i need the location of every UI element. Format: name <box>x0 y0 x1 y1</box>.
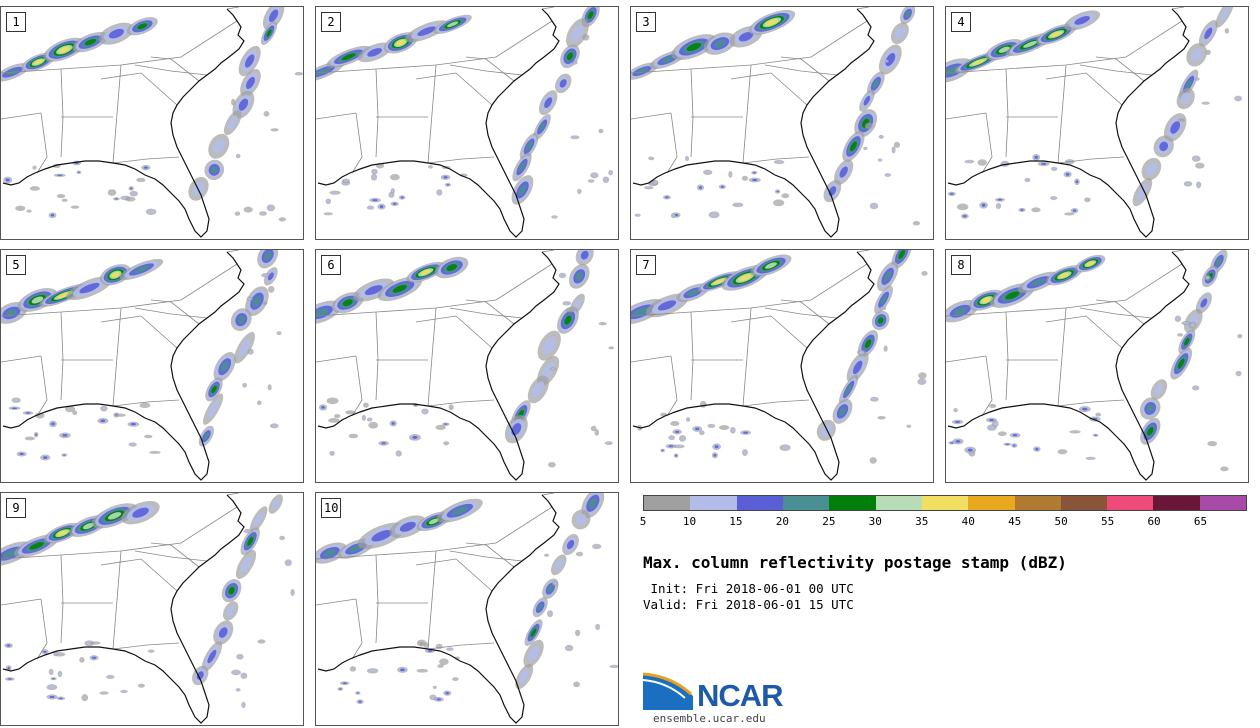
reflectivity-colorbar <box>643 495 1247 511</box>
colorbar-segment <box>1107 496 1154 510</box>
colorbar-segment <box>1014 496 1061 510</box>
colorbar-ticks: 5 10 15 20 25 30 35 40 45 50 55 60 65 <box>639 515 1247 529</box>
reflectivity-map <box>631 7 921 238</box>
ensemble-member-map: 9 <box>0 492 304 726</box>
colorbar-segment <box>736 496 783 510</box>
colorbar-tick-label: 5 <box>639 515 647 528</box>
colorbar-tick-label: 45 <box>1008 515 1022 528</box>
colorbar-segment <box>921 496 969 510</box>
ensemble-member-map: 2 <box>315 6 619 240</box>
ensemble-member-map: 4 <box>945 6 1249 240</box>
colorbar-tick-label: 25 <box>822 515 836 528</box>
colorbar-segment <box>968 496 1015 510</box>
member-number-label: 1 <box>6 12 26 32</box>
ensemble-member-map: 5 <box>0 249 304 483</box>
member-number-label: 10 <box>321 498 342 518</box>
member-number-label: 5 <box>6 255 26 275</box>
ensemble-member-map: 7 <box>630 249 934 483</box>
reflectivity-map <box>946 7 1243 238</box>
colorbar-segment <box>875 496 922 510</box>
member-number-label: 2 <box>321 12 341 32</box>
reflectivity-map <box>316 250 614 481</box>
colorbar-tick-label: 10 <box>682 515 697 528</box>
valid-time: Valid: Fri 2018-06-01 15 UTC <box>643 597 854 612</box>
ncar-logo-icon <box>643 672 693 710</box>
colorbar-segment <box>1199 496 1247 510</box>
colorbar-segment <box>690 496 737 510</box>
figure-title: Max. column reflectivity postage stamp (… <box>643 553 1067 572</box>
colorbar-tick-label: 40 <box>961 515 975 528</box>
logo-text: NCAR <box>697 678 784 713</box>
logo-url: ensemble.ucar.edu <box>653 712 766 725</box>
colorbar-tick-label: 55 <box>1100 515 1115 528</box>
reflectivity-map <box>1 250 282 481</box>
colorbar-segment <box>1153 496 1200 510</box>
colorbar-tick-label: 15 <box>729 515 743 528</box>
colorbar-tick-label: 20 <box>775 515 789 528</box>
member-number-label: 8 <box>951 255 971 275</box>
colorbar-segment <box>1060 496 1108 510</box>
reflectivity-map <box>1 7 303 238</box>
colorbar-segment <box>829 496 876 510</box>
member-number-label: 3 <box>636 12 656 32</box>
colorbar-segment <box>782 496 830 510</box>
member-number-label: 6 <box>321 255 341 275</box>
reflectivity-map <box>1 493 295 724</box>
colorbar-tick-label: 35 <box>915 515 929 528</box>
ensemble-member-map: 1 <box>0 6 304 240</box>
ensemble-member-map: 6 <box>315 249 619 483</box>
member-number-label: 9 <box>6 498 26 518</box>
reflectivity-map <box>316 493 618 724</box>
colorbar-tick-label: 60 <box>1147 515 1161 528</box>
init-time: Init: Fri 2018-06-01 00 UTC <box>643 581 854 596</box>
colorbar-tick-label: 65 <box>1193 515 1208 528</box>
colorbar-tick-label: 30 <box>868 515 882 528</box>
reflectivity-map <box>631 250 928 481</box>
reflectivity-map <box>946 250 1243 481</box>
ensemble-member-map: 3 <box>630 6 934 240</box>
member-number-label: 7 <box>636 255 656 275</box>
member-number-label: 4 <box>951 12 971 32</box>
reflectivity-map <box>316 7 613 238</box>
colorbar-tick-label: 50 <box>1054 515 1068 528</box>
ensemble-member-map: 8 <box>945 249 1249 483</box>
ensemble-member-map: 10 <box>315 492 619 726</box>
colorbar-segment <box>644 496 691 510</box>
